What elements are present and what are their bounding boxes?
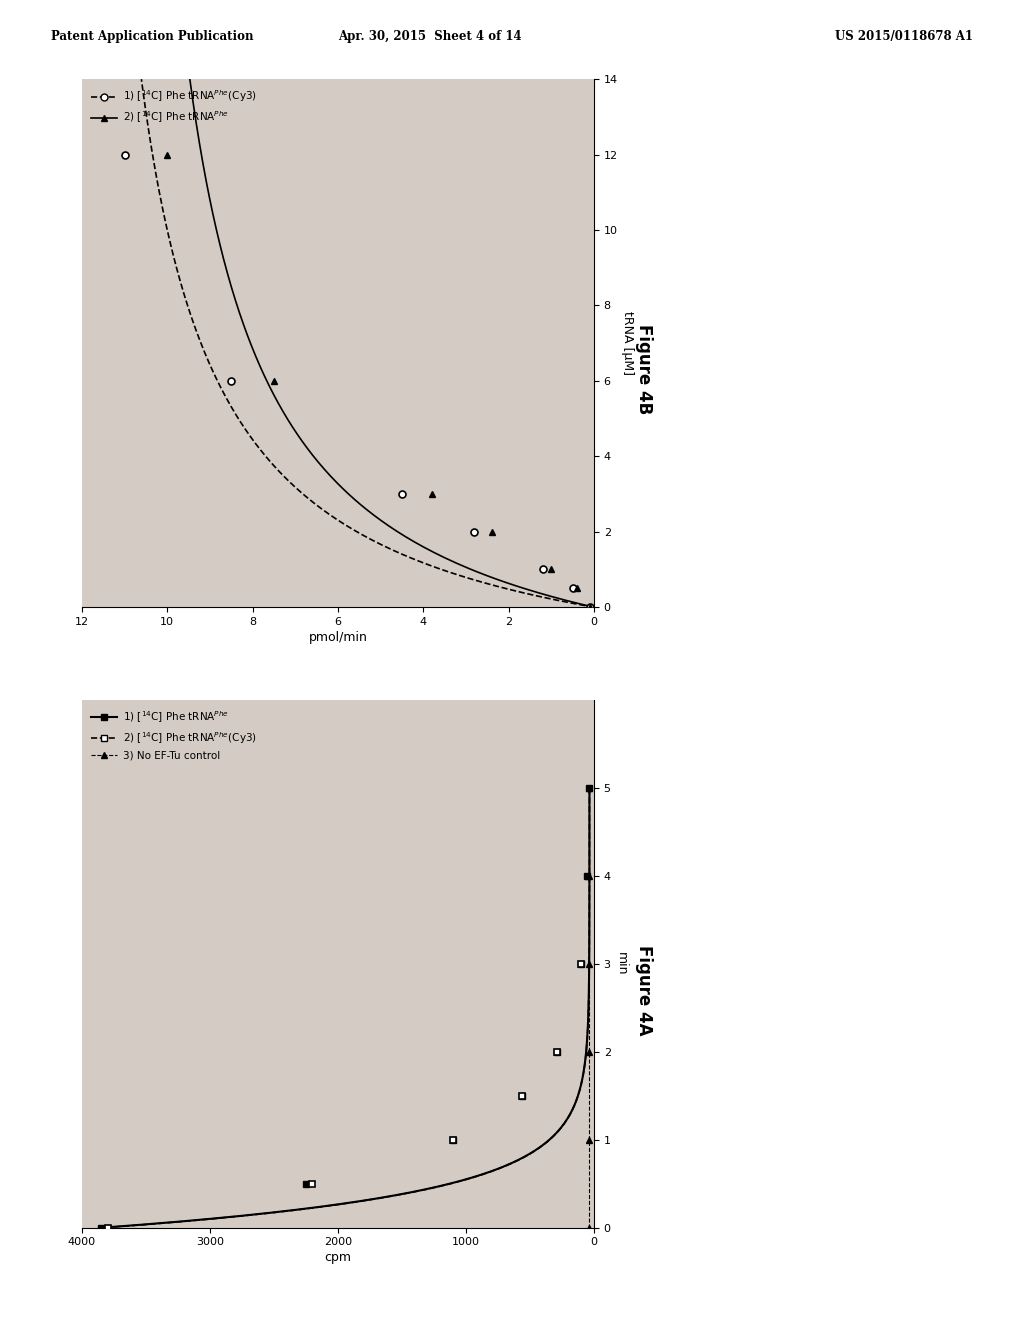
Legend: 1) [$^{14}$C] Phe tRNA$^{Phe}$, 2) [$^{14}$C] Phe tRNA$^{Phe}$(Cy3), 3) No EF-Tu: 1) [$^{14}$C] Phe tRNA$^{Phe}$, 2) [$^{1… — [87, 705, 260, 766]
Y-axis label: min: min — [614, 952, 628, 975]
Text: Apr. 30, 2015  Sheet 4 of 14: Apr. 30, 2015 Sheet 4 of 14 — [338, 30, 522, 44]
Legend: 1) [$^{14}$C] Phe tRNA$^{Phe}$(Cy3), 2) [$^{14}$C] Phe tRNA$^{Phe}$: 1) [$^{14}$C] Phe tRNA$^{Phe}$(Cy3), 2) … — [87, 84, 260, 129]
Text: US 2015/0118678 A1: US 2015/0118678 A1 — [835, 30, 973, 44]
Text: Figure 4B: Figure 4B — [635, 325, 653, 414]
X-axis label: pmol/min: pmol/min — [308, 631, 368, 644]
Text: Figure 4A: Figure 4A — [635, 945, 653, 1035]
Y-axis label: tRNA [µM]: tRNA [µM] — [622, 312, 635, 375]
Text: Patent Application Publication: Patent Application Publication — [51, 30, 254, 44]
X-axis label: cpm: cpm — [325, 1251, 351, 1265]
